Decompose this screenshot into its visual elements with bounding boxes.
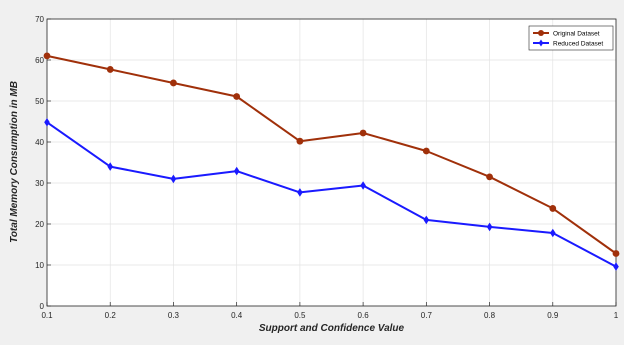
data-point-reduced (486, 222, 493, 232)
x-tick-label: 0.7 (421, 311, 433, 320)
data-point-reduced (233, 166, 240, 176)
data-point-reduced (44, 118, 50, 127)
x-axis-ticks: 0.1 0.2 0.3 0.4 0.5 0.6 0.7 0.8 0.9 1 (41, 302, 619, 320)
y-tick-label: 20 (35, 220, 44, 229)
plot-frame (46, 18, 617, 307)
legend-label-reduced: Reduced Dataset (553, 40, 603, 47)
series-layer (43, 52, 620, 271)
y-tick-label: 0 (40, 302, 45, 311)
x-tick-label: 0.6 (358, 311, 370, 320)
legend-marker-reduced (538, 39, 544, 47)
x-tick-label: 0.1 (41, 311, 53, 320)
x-tick-label: 1 (614, 311, 619, 320)
legend-box (528, 25, 614, 51)
plot-area (47, 19, 616, 306)
x-tick-label: 0.8 (484, 311, 496, 320)
data-point-original (170, 79, 177, 87)
legend-label-original: Original Dataset (553, 30, 600, 37)
data-point-original (422, 147, 430, 155)
y-tick-label: 40 (35, 138, 44, 147)
x-tick-label: 0.2 (105, 311, 117, 320)
y-tick-label: 10 (35, 261, 44, 270)
data-point-reduced (297, 188, 303, 197)
data-point-original (233, 93, 241, 100)
data-point-original (359, 129, 367, 137)
x-axis-label: Support and Confidence Value (259, 323, 405, 334)
y-tick-label: 60 (35, 56, 44, 65)
y-axis-label: Total Memory Consumption in MB (9, 81, 20, 243)
x-tick-label: 0.5 (294, 311, 306, 320)
data-point-reduced (107, 162, 113, 171)
data-point-reduced (550, 228, 556, 238)
data-point-reduced (170, 174, 177, 184)
data-point-reduced (423, 215, 430, 225)
series-line-original (46, 54, 617, 255)
data-point-original (486, 173, 493, 181)
x-tick-label: 0.4 (231, 311, 243, 320)
legend-marker-original (538, 30, 544, 36)
data-point-reduced (360, 181, 366, 190)
x-tick-label: 0.3 (168, 311, 180, 320)
x-tick-label: 0.9 (547, 311, 559, 320)
data-point-original (296, 137, 304, 145)
data-point-original (43, 52, 51, 60)
data-point-original (549, 205, 557, 212)
y-tick-label: 30 (35, 179, 44, 188)
y-axis-ticks: 0 10 20 30 40 50 60 70 (35, 15, 51, 311)
data-point-reduced (613, 262, 619, 271)
data-point-original (106, 66, 114, 73)
y-tick-label: 50 (35, 97, 44, 106)
legend: Original Dataset Reduced Dataset (528, 25, 614, 51)
y-tick-label: 70 (35, 15, 44, 24)
data-point-original (612, 250, 620, 257)
series-line-reduced (46, 121, 617, 268)
